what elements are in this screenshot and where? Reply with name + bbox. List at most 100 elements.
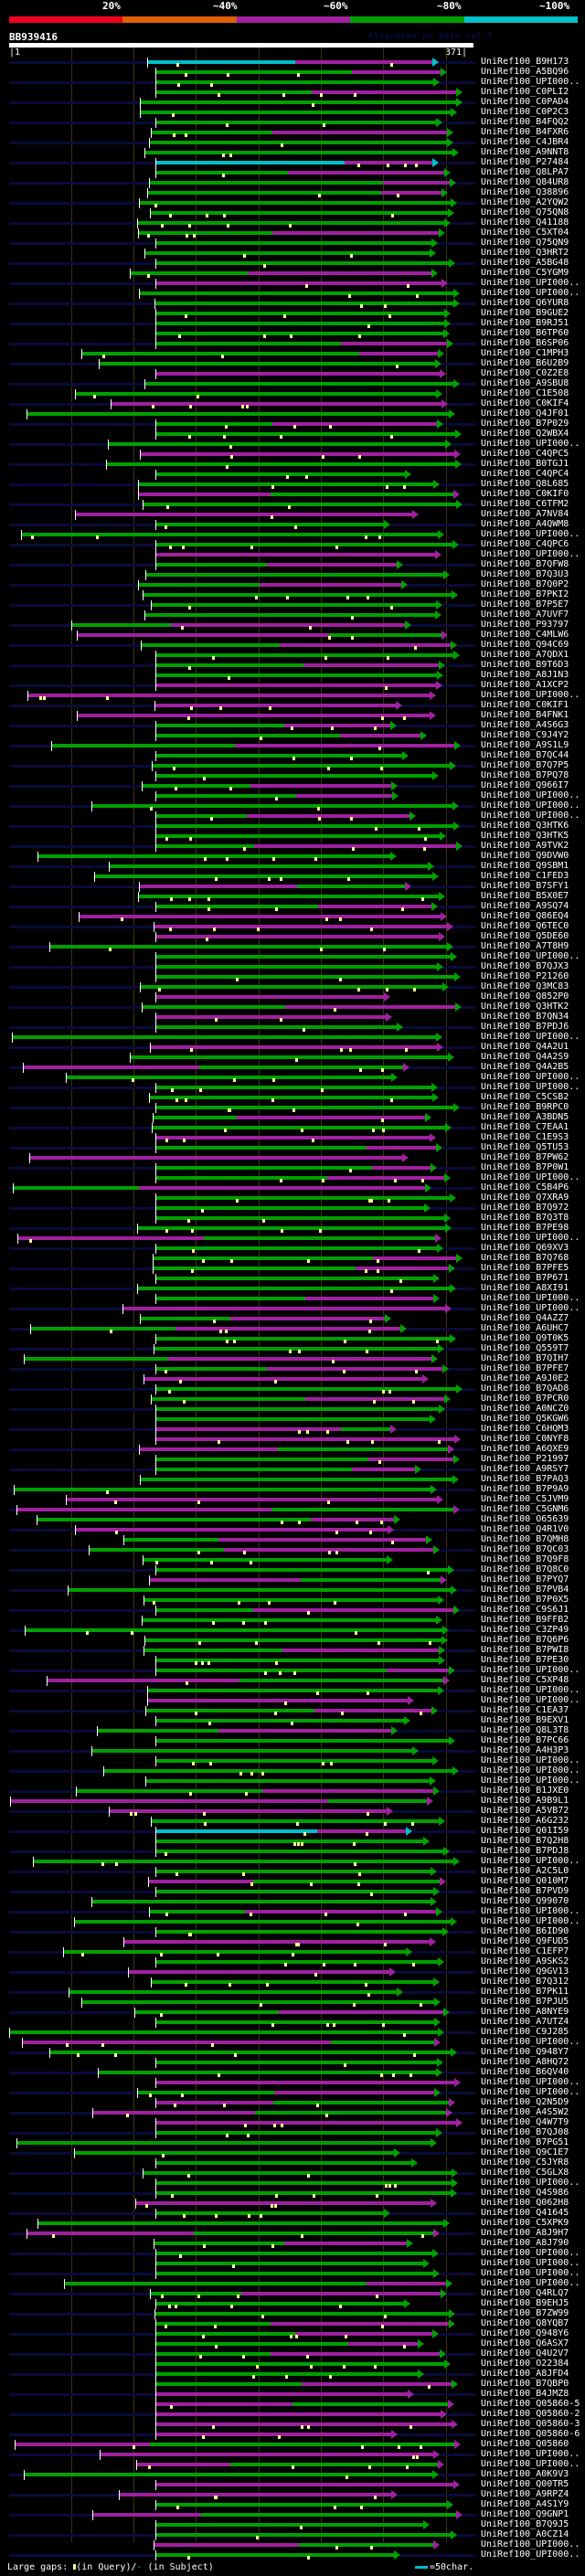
hit-row[interactable]: UniRef100_Q05860-3: [0, 2419, 585, 2430]
hsp-segment[interactable]: [278, 1447, 448, 1451]
hsp-bar[interactable]: [150, 211, 448, 215]
hit-label[interactable]: UniRef100_A9SKS2: [481, 1956, 569, 1966]
hsp-segment[interactable]: [245, 1910, 436, 1913]
hit-row[interactable]: UniRef100_Q8LPA7: [0, 167, 585, 178]
hit-row[interactable]: UniRef100_Q852P0: [0, 991, 585, 1002]
hit-row[interactable]: UniRef100_UPI000..: [0, 2037, 585, 2048]
hit-label[interactable]: UniRef100_UPI000..: [481, 1082, 580, 1092]
hit-label[interactable]: UniRef100_C0KIF0: [481, 489, 569, 499]
hit-label[interactable]: UniRef100_A9SBU8: [481, 378, 569, 388]
hit-label[interactable]: UniRef100_C5JVM9: [481, 1494, 569, 1504]
hit-label[interactable]: UniRef100_C1FED3: [481, 871, 569, 881]
hsp-segment[interactable]: [272, 131, 447, 134]
hit-row[interactable]: UniRef100_P27484: [0, 157, 585, 168]
hit-row[interactable]: UniRef100_B6QV40: [0, 2067, 585, 2078]
hsp-bar[interactable]: [151, 1397, 444, 1401]
hit-row[interactable]: UniRef100_B7Q0P2: [0, 579, 585, 590]
hsp-bar[interactable]: [99, 362, 435, 366]
hit-label[interactable]: UniRef100_B7PWI8: [481, 1645, 569, 1655]
hsp-bar[interactable]: [155, 70, 441, 74]
hit-label[interactable]: UniRef100_B7Q768: [481, 1253, 569, 1263]
hsp-bar[interactable]: [137, 1287, 450, 1290]
hsp-bar[interactable]: [155, 1437, 454, 1441]
hit-row[interactable]: UniRef100_Q05860-2: [0, 2409, 585, 2420]
hsp-segment[interactable]: [274, 2091, 434, 2094]
hit-label[interactable]: UniRef100_A8J790: [481, 2238, 569, 2248]
hit-label[interactable]: UniRef100_A9RPZ4: [481, 2489, 569, 2499]
hsp-segment[interactable]: [204, 1236, 435, 1240]
hit-row[interactable]: UniRef100_A7NV84: [0, 509, 585, 520]
hit-row[interactable]: UniRef100_Q8L685: [0, 479, 585, 490]
hit-row[interactable]: UniRef100_UPI000..: [0, 529, 585, 540]
hsp-bar[interactable]: [155, 794, 392, 798]
hsp-segment[interactable]: [250, 784, 391, 788]
hit-label[interactable]: UniRef100_A0NCZ0: [481, 1404, 569, 1414]
hit-label[interactable]: UniRef100_B7QJX3: [481, 961, 569, 971]
hit-row[interactable]: UniRef100_A7QDX1: [0, 650, 585, 661]
hit-label[interactable]: UniRef100_UPI000..: [481, 1665, 580, 1675]
hsp-bar[interactable]: [76, 1789, 433, 1793]
hit-label[interactable]: UniRef100_C5GLX8: [481, 2168, 569, 2178]
hit-row[interactable]: UniRef100_Q3MC83: [0, 981, 585, 992]
hsp-bar[interactable]: [122, 1307, 445, 1310]
hit-row[interactable]: UniRef100_B6ID90: [0, 1926, 585, 1937]
hsp-segment[interactable]: [356, 1267, 449, 1270]
hsp-bar[interactable]: [155, 1850, 443, 1853]
hit-row[interactable]: UniRef100_B7PFE5: [0, 1263, 585, 1274]
hsp-bar[interactable]: [119, 2493, 391, 2496]
hit-label[interactable]: UniRef100_C1EFP7: [481, 1946, 569, 1956]
hit-row[interactable]: UniRef100_Q9GV13: [0, 1966, 585, 1977]
hit-label[interactable]: UniRef100_C9S6J1: [481, 1605, 569, 1615]
hit-row[interactable]: UniRef100_C5XPK9: [0, 2218, 585, 2229]
hit-row[interactable]: UniRef100_A5BG48: [0, 258, 585, 269]
hit-row[interactable]: UniRef100_B7Q6P6: [0, 1635, 585, 1646]
hsp-bar[interactable]: [155, 2503, 447, 2507]
hit-row[interactable]: UniRef100_A9B9L1: [0, 1796, 585, 1807]
hit-row[interactable]: UniRef100_A9SBU8: [0, 378, 585, 389]
hit-row[interactable]: UniRef100_A4H3P3: [0, 1745, 585, 1756]
hit-label[interactable]: UniRef100_C5XT04: [481, 228, 569, 238]
hit-row[interactable]: UniRef100_Q966I7: [0, 780, 585, 791]
hsp-bar[interactable]: [147, 191, 441, 195]
hsp-segment[interactable]: [302, 2382, 452, 2386]
hit-label[interactable]: UniRef100_B4FXR6: [481, 127, 569, 137]
hsp-bar[interactable]: [155, 774, 432, 778]
hsp-bar[interactable]: [155, 372, 440, 376]
hit-label[interactable]: UniRef100_Q4W7T9: [481, 2117, 569, 2127]
hsp-bar[interactable]: [139, 885, 405, 888]
hit-row[interactable]: UniRef100_A7T8H9: [0, 941, 585, 952]
hit-label[interactable]: UniRef100_B7QC03: [481, 1544, 569, 1554]
hsp-bar[interactable]: [109, 1809, 387, 1813]
hit-row[interactable]: UniRef100_Q69XV3: [0, 1243, 585, 1254]
hit-row[interactable]: UniRef100_P21260: [0, 971, 585, 982]
hit-row[interactable]: UniRef100_A8JFD4: [0, 2369, 585, 2380]
hsp-bar[interactable]: [155, 1829, 406, 1833]
hit-label[interactable]: UniRef100_B7PC66: [481, 1735, 569, 1745]
hit-label[interactable]: UniRef100_UPI000..: [481, 2248, 580, 2258]
hit-label[interactable]: UniRef100_C5JYR8: [481, 2157, 569, 2168]
hit-row[interactable]: UniRef100_C0KIF1: [0, 700, 585, 711]
hit-row[interactable]: UniRef100_Q8L3T8: [0, 1725, 585, 1736]
hsp-segment[interactable]: [314, 1709, 431, 1712]
hit-label[interactable]: UniRef100_A8J1N3: [481, 670, 569, 680]
hit-row[interactable]: UniRef100_B7SFY1: [0, 881, 585, 892]
hit-label[interactable]: UniRef100_Q86EQ4: [481, 911, 569, 921]
hsp-segment[interactable]: [367, 2282, 446, 2285]
hit-label[interactable]: UniRef100_Q8YQB7: [481, 2318, 569, 2328]
hsp-bar[interactable]: [9, 2030, 438, 2034]
hsp-segment[interactable]: [387, 1669, 449, 1672]
hsp-bar[interactable]: [74, 2151, 394, 2155]
hit-label[interactable]: UniRef100_B7P671: [481, 1273, 569, 1283]
hit-row[interactable]: UniRef100_Q948Y6: [0, 2328, 585, 2339]
hit-row[interactable]: UniRef100_B7PAQ3: [0, 1474, 585, 1485]
hit-label[interactable]: UniRef100_C5CSB2: [481, 1092, 569, 1102]
hit-row[interactable]: UniRef100_UPI000..: [0, 1072, 585, 1083]
hit-label[interactable]: UniRef100_B7PG51: [481, 2137, 569, 2147]
hit-label[interactable]: UniRef100_Q3MC83: [481, 981, 569, 991]
hit-label[interactable]: UniRef100_C6HQM3: [481, 1424, 569, 1434]
hit-row[interactable]: UniRef100_A0CZ14: [0, 2529, 585, 2540]
hit-label[interactable]: UniRef100_B7Q9F8: [481, 1554, 569, 1564]
hsp-segment[interactable]: [271, 493, 453, 496]
hit-row[interactable]: UniRef100_B9H173: [0, 57, 585, 68]
hit-row[interactable]: UniRef100_Q010M7: [0, 1876, 585, 1887]
